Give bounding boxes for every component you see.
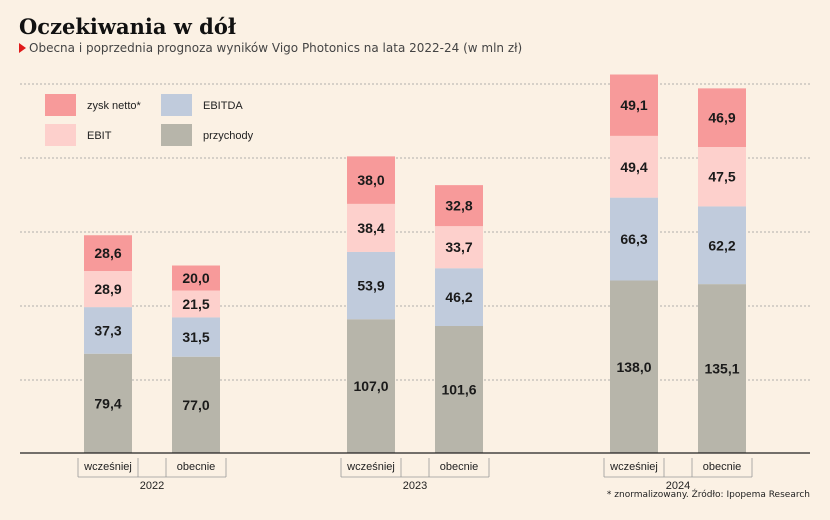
- bar-segment: [347, 156, 395, 204]
- data-label: 38,4: [357, 220, 384, 236]
- x-tick-label: wcześniej: [83, 461, 132, 473]
- legend-label: EBITDA: [203, 100, 243, 112]
- data-label: 47,5: [708, 169, 735, 185]
- group-label: 2022: [140, 480, 164, 492]
- legend-swatch: [161, 94, 192, 116]
- bar-segment: [347, 251, 395, 320]
- bar-segment: [435, 185, 483, 227]
- group-label: 2024: [666, 480, 690, 492]
- subtitle-text: Obecna i poprzednia prognoza wyników Vig…: [29, 41, 523, 55]
- legend-swatch: [45, 124, 76, 146]
- bar-segment: [172, 356, 220, 453]
- bar-segment: [698, 284, 746, 453]
- data-label: 46,9: [708, 110, 735, 126]
- bar-segment: [435, 226, 483, 269]
- data-label: 32,8: [445, 198, 472, 214]
- bar-segment: [84, 353, 132, 453]
- bar-segment: [347, 203, 395, 252]
- x-tick-label: wcześniej: [609, 461, 658, 473]
- data-label: 28,9: [94, 281, 121, 297]
- bar-segment: [84, 307, 132, 354]
- triangle-bullet-icon: [19, 43, 26, 53]
- data-label: 20,0: [182, 270, 209, 286]
- legend-swatch: [45, 94, 76, 116]
- bar-segment: [435, 326, 483, 453]
- bar-segment: [698, 147, 746, 207]
- legend-label: zysk netto*: [87, 100, 142, 112]
- bar-segment: [347, 319, 395, 453]
- bar-segment: [172, 290, 220, 318]
- data-label: 138,0: [616, 359, 651, 375]
- bar-segment: [84, 235, 132, 271]
- bar-segment: [610, 197, 658, 281]
- chart-subtitle: Obecna i poprzednia prognoza wyników Vig…: [19, 41, 522, 55]
- bar-segment: [610, 74, 658, 136]
- data-label: 66,3: [620, 231, 647, 247]
- legend-label: przychody: [203, 130, 254, 142]
- data-label: 37,3: [94, 322, 121, 338]
- data-label: 135,1: [704, 361, 739, 377]
- legend-label: EBIT: [87, 130, 112, 142]
- data-label: 49,1: [620, 97, 647, 113]
- data-label: 77,0: [182, 397, 209, 413]
- x-tick-label: wcześniej: [346, 461, 395, 473]
- bar-segment: [172, 265, 220, 291]
- chart-title: Oczekiwania w dół: [19, 14, 236, 39]
- data-label: 107,0: [353, 378, 388, 394]
- data-label: 49,4: [620, 159, 647, 175]
- data-label: 33,7: [445, 239, 472, 255]
- bar-segment: [698, 206, 746, 285]
- data-label: 53,9: [357, 278, 384, 294]
- group-label: 2023: [403, 480, 427, 492]
- data-label: 31,5: [182, 329, 209, 345]
- bar-segment: [610, 135, 658, 198]
- data-label: 21,5: [182, 296, 209, 312]
- bar-segment: [698, 88, 746, 147]
- data-label: 46,2: [445, 289, 472, 305]
- data-label: 38,0: [357, 172, 384, 188]
- footnote: * znormalizowany. Źródło: Ipopema Resear…: [606, 490, 810, 500]
- data-label: 79,4: [94, 395, 121, 411]
- data-label: 28,6: [94, 245, 121, 261]
- legend-swatch: [161, 124, 192, 146]
- bar-segment: [84, 271, 132, 308]
- x-tick-label: obecnie: [440, 461, 479, 473]
- bar-segment: [610, 280, 658, 453]
- bar-segment: [435, 268, 483, 326]
- bar-segment: [172, 317, 220, 357]
- x-tick-label: obecnie: [703, 461, 742, 473]
- x-tick-label: obecnie: [177, 461, 216, 473]
- data-label: 101,6: [441, 382, 476, 398]
- data-label: 62,2: [708, 237, 735, 253]
